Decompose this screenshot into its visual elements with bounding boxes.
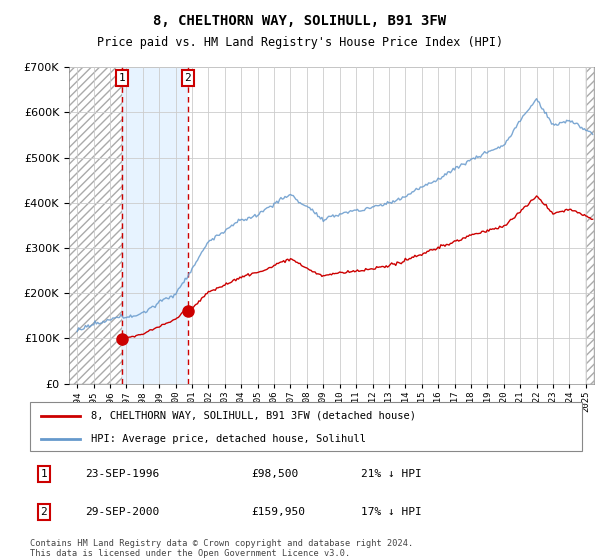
Text: HPI: Average price, detached house, Solihull: HPI: Average price, detached house, Soli… xyxy=(91,433,366,444)
Text: £98,500: £98,500 xyxy=(251,469,298,479)
Text: 8, CHELTHORN WAY, SOLIHULL, B91 3FW: 8, CHELTHORN WAY, SOLIHULL, B91 3FW xyxy=(154,14,446,28)
Text: 21% ↓ HPI: 21% ↓ HPI xyxy=(361,469,422,479)
Text: 1: 1 xyxy=(118,73,125,83)
Bar xyxy=(69,67,122,384)
Text: Contains HM Land Registry data © Crown copyright and database right 2024.
This d: Contains HM Land Registry data © Crown c… xyxy=(30,539,413,558)
Bar xyxy=(586,67,594,384)
Text: 23-SEP-1996: 23-SEP-1996 xyxy=(85,469,160,479)
Text: 1: 1 xyxy=(40,469,47,479)
Text: 2: 2 xyxy=(184,73,191,83)
Text: 8, CHELTHORN WAY, SOLIHULL, B91 3FW (detached house): 8, CHELTHORN WAY, SOLIHULL, B91 3FW (det… xyxy=(91,410,416,421)
Text: 2: 2 xyxy=(40,507,47,517)
Text: Price paid vs. HM Land Registry's House Price Index (HPI): Price paid vs. HM Land Registry's House … xyxy=(97,36,503,49)
Bar xyxy=(122,67,188,384)
Text: 29-SEP-2000: 29-SEP-2000 xyxy=(85,507,160,517)
Text: £159,950: £159,950 xyxy=(251,507,305,517)
Text: 17% ↓ HPI: 17% ↓ HPI xyxy=(361,507,422,517)
